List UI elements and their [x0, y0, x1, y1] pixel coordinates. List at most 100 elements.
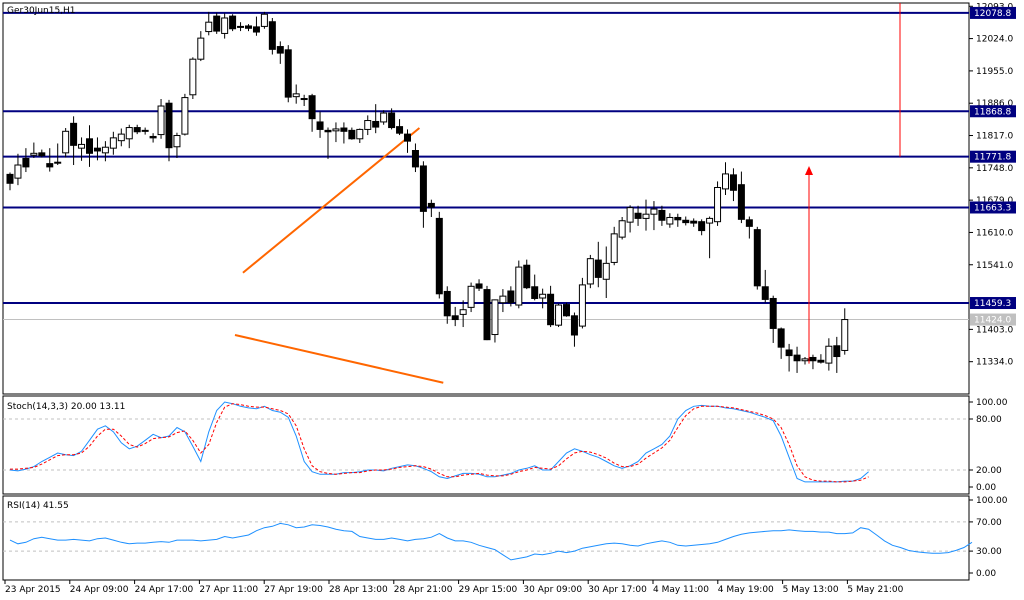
indicator-tick-label: 0.00 [976, 483, 996, 493]
candle-body [769, 297, 777, 329]
level-tag [970, 105, 1016, 118]
candle-body [539, 293, 547, 299]
candle-body [459, 309, 467, 315]
candle-body [300, 98, 308, 101]
indicator-series-line [10, 403, 869, 483]
candle-body [46, 163, 54, 168]
trend-line [242, 127, 421, 274]
level-tag-label: 11771.8 [974, 153, 1011, 163]
candle-body [141, 129, 149, 132]
level-tag-label: 11663.3 [974, 203, 1011, 213]
candle-body [531, 286, 539, 299]
candle-body [698, 221, 706, 232]
candle-body [785, 349, 793, 357]
price-tick-label: 11679.0 [976, 196, 1013, 206]
price-tick-label: 11817.0 [976, 132, 1013, 142]
price-tick-label: 11610.0 [976, 228, 1013, 238]
candle-body [658, 209, 666, 221]
candle-body [404, 133, 411, 142]
candle-body [427, 202, 435, 208]
candle-body [340, 127, 348, 132]
rsi-title: RSI(14) 41.55 [7, 501, 69, 511]
candle-body [578, 284, 586, 327]
candle-body [507, 290, 515, 304]
candle-body [602, 262, 610, 280]
candle-body [475, 283, 483, 289]
time-tick-label: 5 May 13:00 [783, 585, 839, 595]
candle-body [101, 146, 109, 154]
candle-body [197, 37, 205, 60]
candle-body [801, 358, 809, 362]
candle-body [62, 130, 70, 154]
candle-body [292, 93, 300, 98]
candle-body [396, 126, 404, 134]
level-tag [970, 201, 1016, 214]
candle-body [284, 49, 292, 98]
target-arrow-head [805, 165, 813, 175]
candle-body [411, 150, 419, 168]
indicator-series-line [9, 401, 869, 483]
candle-body [729, 174, 737, 191]
candle-body [221, 17, 229, 34]
candle-body [419, 165, 427, 212]
candle-body [252, 26, 260, 33]
candle-body [793, 354, 801, 362]
candle-body [586, 258, 594, 285]
time-tick-label: 23 Apr 2015 [5, 585, 61, 595]
candle-body [523, 264, 531, 289]
candle-body [753, 229, 761, 287]
candle-body [260, 13, 268, 27]
level-tag-label: 11459.3 [974, 299, 1011, 309]
level-tag [970, 150, 1016, 163]
candle-body [666, 216, 674, 225]
candle-body [483, 289, 491, 341]
main-chart-title: Ger30Jun15,H1 [7, 6, 76, 16]
candle-body [70, 122, 78, 146]
rsi-panel[interactable]: 100.00 70.00 30.00 0.00 RSI(14) 41.55 [2, 495, 1008, 581]
time-tick-label: 24 Apr 09:00 [70, 585, 129, 595]
indicator-tick-label: 100.00 [976, 496, 1008, 506]
candle-body [324, 129, 332, 133]
candle-body [467, 285, 475, 308]
candle-body [380, 112, 388, 123]
candle-body [833, 345, 841, 358]
candle-body [14, 164, 22, 179]
level-tag-label: 11868.8 [974, 107, 1011, 117]
candle-body [237, 25, 245, 28]
candle-body [690, 220, 698, 224]
rsi-panel-frame [2, 495, 970, 581]
current-price-tag [970, 313, 1016, 326]
indicator-tick-label: 30.00 [976, 547, 1002, 557]
indicator-tick-label: 70.00 [976, 518, 1002, 528]
candle-body [348, 129, 356, 140]
candle-body [54, 161, 62, 164]
price-tick-label: 11403.0 [976, 325, 1013, 335]
main-price-panel[interactable]: 12093.012024.011955.011886.011817.011748… [2, 2, 1016, 395]
candle-body [817, 359, 825, 363]
candle-body [229, 15, 237, 30]
candle-body [777, 328, 785, 348]
stochastic-panel[interactable]: 100.00 80.00 20.00 0.00 Stoch(14,3,3) 20.00… [2, 395, 1008, 495]
time-tick-label: 29 Apr 15:00 [459, 585, 518, 595]
candle-body [642, 213, 650, 219]
candle-body [316, 121, 324, 130]
candle-body [570, 315, 578, 336]
price-tick-label: 11886.0 [976, 99, 1013, 109]
candle-body [308, 95, 316, 120]
candle-body [722, 173, 729, 190]
time-tick-label: 28 Apr 13:00 [329, 585, 388, 595]
candle-body [78, 143, 86, 149]
time-tick-label: 27 Apr 19:00 [264, 585, 323, 595]
candle-body [117, 133, 125, 142]
stoch-title: Stoch(14,3,3) 20.00 13.11 [7, 402, 125, 412]
price-tick-label: 11748.0 [976, 164, 1013, 174]
time-tick-label: 4 May 11:00 [653, 585, 709, 595]
candle-body [268, 21, 276, 50]
candle-body [825, 345, 833, 364]
candle-body [650, 208, 658, 215]
candle-body [332, 128, 340, 132]
time-tick-label: 30 Apr 17:00 [588, 585, 647, 595]
time-axis: 23 Apr 2015 24 Apr 09:00 24 Apr 17:00 27 Ap… [4, 580, 904, 595]
candle-body [364, 120, 372, 130]
